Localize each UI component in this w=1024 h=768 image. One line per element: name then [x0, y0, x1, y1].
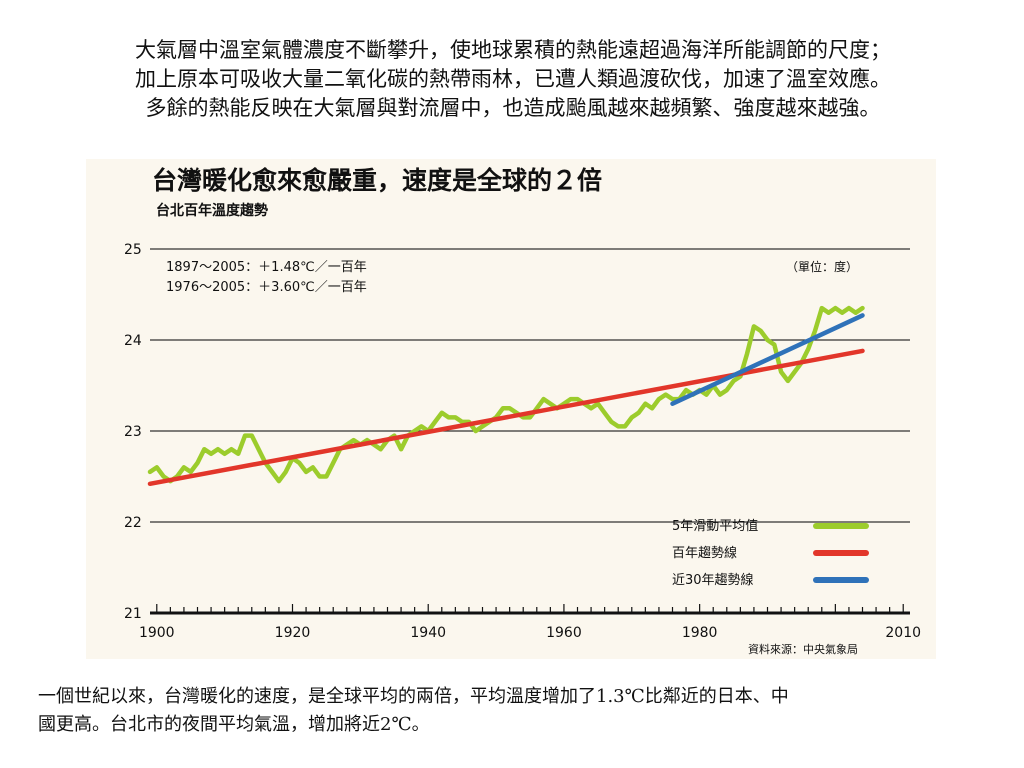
legend-label-1: 5年滑動平均值 — [672, 518, 758, 534]
chart-svg: 台灣暖化愈來愈嚴重，速度是全球的２倍 台北百年溫度趨勢 21 22 23 24 25 19… — [124, 166, 921, 656]
intro-paragraph: 大氣層中溫室氣體濃度不斷攀升，使地球累積的熱能遠超過海洋所能調節的尺度； 加上原… — [38, 36, 988, 123]
summary-line-1: 一個世紀以來，台灣暖化的速度，是全球平均的兩倍，平均溫度增加了1.3℃比鄰近的日… — [38, 686, 789, 707]
unit-label: （單位：度） — [786, 259, 858, 274]
series-line-1 — [147, 305, 865, 484]
annotation-recent-rate: 1976～2005：＋3.60℃／一百年 — [166, 280, 367, 295]
chart-title: 台灣暖化愈來愈嚴重，速度是全球的２倍 — [152, 166, 602, 195]
chart-subtitle: 台北百年溫度趨勢 — [156, 202, 268, 219]
x-tick-label-1980: 1980 — [682, 625, 718, 641]
series-line-3 — [670, 313, 865, 406]
y-tick-label-21: 21 — [124, 606, 142, 622]
temperature-chart: 台灣暖化愈來愈嚴重，速度是全球的２倍 台北百年溫度趨勢 21 22 23 24 25 19… — [86, 159, 936, 659]
grid-lines — [150, 248, 910, 615]
intro-line-3: 多餘的熱能反映在大氣層與對流層中，也造成颱風越來越頻繁、強度越來越強。 — [145, 96, 881, 120]
y-tick-label-25: 25 — [124, 242, 142, 258]
summary-line-2: 國更高。台北市的夜間平均氣溫，增加將近2℃。 — [38, 714, 430, 735]
axis-ticks: 21 22 23 24 25 1900 1920 1940 1960 1980 2010 — [124, 242, 921, 641]
x-tick-label-1900: 1900 — [139, 625, 175, 641]
y-tick-label-22: 22 — [124, 515, 142, 531]
x-tick-label-1920: 1920 — [275, 625, 311, 641]
data-series — [147, 305, 865, 487]
annotation-century-rate: 1897～2005：＋1.48℃／一百年 — [166, 260, 367, 275]
summary-paragraph: 一個世紀以來，台灣暖化的速度，是全球平均的兩倍，平均溫度增加了1.3℃比鄰近的日… — [38, 683, 998, 739]
data-source: 資料來源：中央氣象局 — [748, 642, 858, 656]
series-line-2 — [147, 348, 865, 487]
legend-label-3: 近30年趨勢線 — [672, 572, 754, 588]
x-tick-label-1960: 1960 — [546, 625, 582, 641]
intro-line-1: 大氣層中溫室氣體濃度不斷攀升，使地球累積的熱能遠超過海洋所能調節的尺度； — [135, 38, 891, 62]
intro-line-2: 加上原本可吸收大量二氧化碳的熱帶雨林，已遭人類過渡砍伐，加速了溫室效應。 — [135, 67, 891, 91]
legend-label-2: 百年趨勢線 — [672, 545, 737, 561]
y-tick-label-24: 24 — [124, 333, 142, 349]
x-tick-label-2010: 2010 — [885, 625, 921, 641]
x-tick-label-1940: 1940 — [410, 625, 446, 641]
y-tick-label-23: 23 — [124, 424, 142, 440]
